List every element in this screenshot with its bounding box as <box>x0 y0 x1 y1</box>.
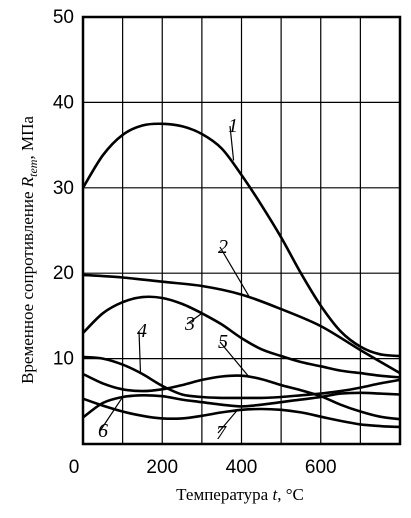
tick-labels: 10 20 30 40 50 0 200 400 600 <box>53 7 337 478</box>
x-axis-label-before: Температура <box>176 485 272 504</box>
curve-label-4: 4 <box>137 320 147 342</box>
curve-label-3: 3 <box>184 313 195 335</box>
y-tick-label: 40 <box>53 92 74 113</box>
series-line-7 <box>82 397 401 429</box>
y-axis-label-after: , МПа <box>18 116 37 160</box>
series-line-4 <box>82 355 401 400</box>
series-line-3 <box>82 295 401 379</box>
y-tick-label: 20 <box>53 263 74 284</box>
leader-line-7 <box>217 409 238 434</box>
y-axis-label-subscript: tem <box>26 159 40 177</box>
series-line-5 <box>82 372 401 421</box>
grid <box>83 17 400 444</box>
y-axis-label-symbol: R <box>18 176 37 188</box>
y-axis-label-before: Временное сопротивление <box>18 187 37 384</box>
plot-border <box>81 15 402 446</box>
plot-frame <box>81 15 402 446</box>
curve-label-1: 1 <box>228 115 238 137</box>
x-tick-label: 200 <box>146 457 178 478</box>
y-axis-label: Временное сопротивление Rtem, МПа <box>18 116 40 384</box>
curve-labels: 1 2 3 4 5 6 7 <box>98 115 250 444</box>
curve-label-2: 2 <box>218 236 228 258</box>
series-line-6 <box>82 391 401 419</box>
x-axis-label-after: , °C <box>277 485 304 504</box>
curve-label-5: 5 <box>218 331 228 353</box>
x-tick-label: 400 <box>226 457 258 478</box>
series-line-1 <box>81 122 401 358</box>
leader-line-4 <box>138 330 142 373</box>
leader-line-3 <box>186 312 203 325</box>
series-group <box>81 122 401 429</box>
x-axis-label-symbol: t <box>272 485 278 504</box>
leader-line-6 <box>99 396 124 432</box>
leader-line-5 <box>219 341 250 378</box>
y-tick-label: 10 <box>53 349 74 370</box>
series-line-2 <box>82 273 401 375</box>
x-tick-label: 600 <box>305 457 337 478</box>
y-tick-label: 30 <box>53 178 74 199</box>
curve-label-6: 6 <box>98 420 108 442</box>
curve-label-7: 7 <box>216 422 227 444</box>
x-axis-label: Температура t, °C <box>176 485 304 504</box>
leader-line-2 <box>219 246 250 298</box>
x-tick-label: 0 <box>69 457 80 478</box>
leader-line-1 <box>229 125 235 161</box>
y-tick-label: 50 <box>53 7 74 28</box>
